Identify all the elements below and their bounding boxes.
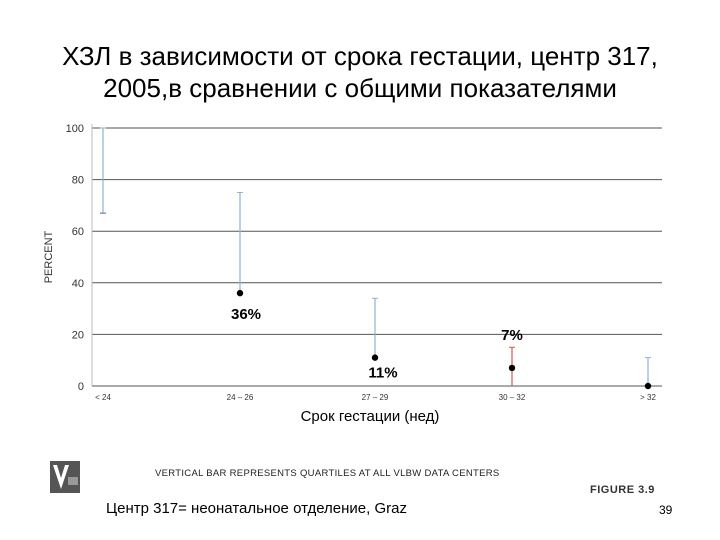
center-point [508,364,516,372]
y-tick-label: 40 [72,278,84,290]
y-axis-title: PERCENT [43,230,55,283]
page-number: 39 [659,503,673,517]
x-tick-label: 30 – 32 [499,393,526,402]
x-tick-label: < 24 [95,393,111,402]
x-tick-label: 27 – 29 [362,393,389,402]
center-point [644,382,652,390]
data-annotation: 7% [501,327,523,344]
vlbw-logo [50,461,80,493]
y-tick-label: 60 [72,226,84,238]
title-line-2: 2005,в сравнении с общими показателями [103,73,617,103]
x-tick-label: 24 – 26 [227,393,254,402]
title-line-1: ХЗЛ в зависимости от срока гестации, цен… [62,41,658,71]
chart-caption: VERTICAL BAR REPRESENTS QUARTILES AT ALL… [155,468,500,479]
x-axis-label: Срок гестации (нед) [300,408,440,425]
slide-title: ХЗЛ в зависимости от срока гестации, цен… [20,40,700,104]
y-tick-label: 100 [66,123,84,135]
center-point [236,289,244,297]
data-annotation: 11% [368,365,397,382]
x-tick-label: > 32 [640,393,656,402]
footer-note: Центр 317= неонатальное отделение, Graz [106,500,407,517]
y-tick-label: 20 [72,329,84,341]
center-point [371,354,379,361]
y-tick-label: 80 [72,175,84,187]
y-tick-label: 0 [78,381,84,393]
figure-label: FIGURE 3.9 [590,484,655,496]
data-annotation: 36% [231,306,261,323]
